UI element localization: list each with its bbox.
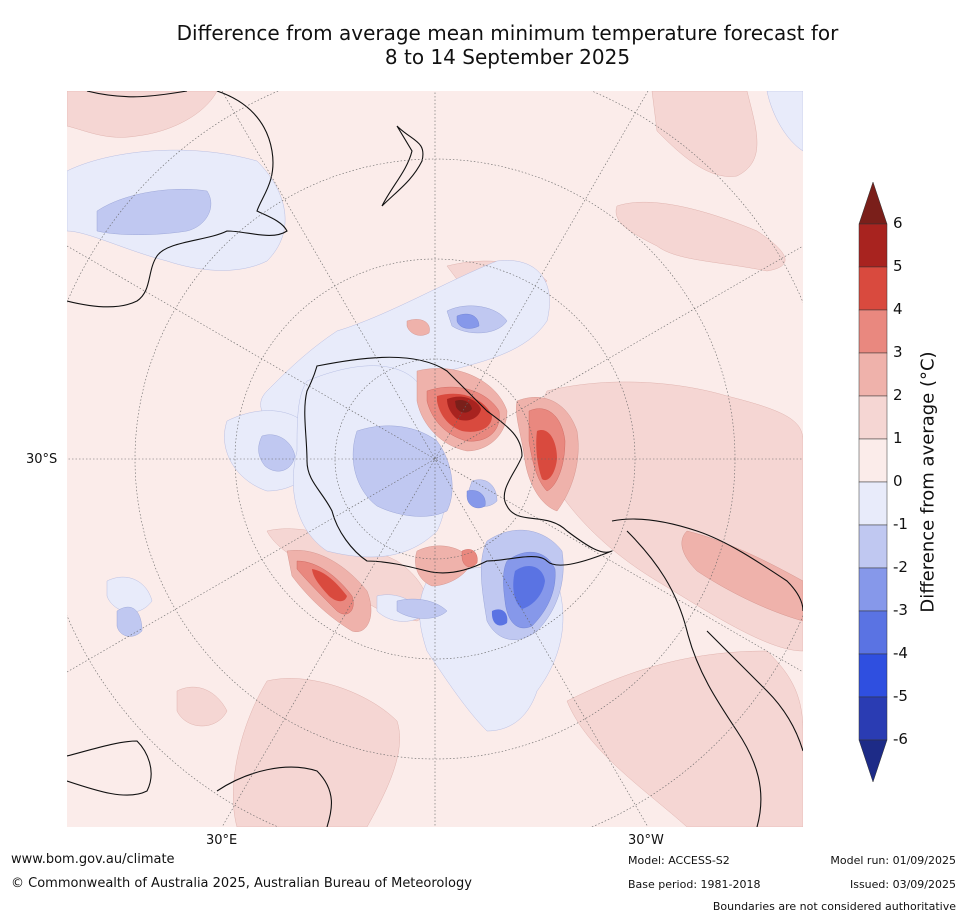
colorbar-segment-2-to-3 xyxy=(858,352,888,397)
colorbar-segment-5-to-6 xyxy=(858,223,888,268)
colorbar-tick-label: -2 xyxy=(893,558,908,576)
lat-label-30s: 30°S xyxy=(26,452,58,467)
lon-label-30e: 30°E xyxy=(206,833,238,848)
colorbar-segment-minus3-to-minus2 xyxy=(858,567,888,612)
footer-model-run: Model run: 01/09/2025 xyxy=(830,854,956,867)
colorbar-tick-label: 4 xyxy=(893,300,903,318)
colorbar xyxy=(858,181,888,783)
colorbar-segment-minus4-to-minus3 xyxy=(858,610,888,655)
colorbar-tick-label: 1 xyxy=(893,429,903,447)
colorbar-segment-minus5-to-minus4 xyxy=(858,653,888,698)
colorbar-segment-3-to-4 xyxy=(858,309,888,354)
colorbar-tick-label: -4 xyxy=(893,644,908,662)
colorbar-tick-label: 3 xyxy=(893,343,903,361)
footer-website: www.bom.gov.au/climate xyxy=(11,852,175,867)
title-line-1: Difference from average mean minimum tem… xyxy=(176,21,839,45)
colorbar-tick-label: 6 xyxy=(893,214,903,232)
footer-issued: Issued: 03/09/2025 xyxy=(849,878,956,891)
graticule xyxy=(67,91,803,827)
coastlines xyxy=(67,91,803,827)
colorbar-segment-minus2-to-minus1 xyxy=(858,524,888,569)
colorbar-segment-minus6-to-minus5 xyxy=(858,696,888,741)
colorbar-title: Difference from average (°C) xyxy=(917,351,939,613)
temperature-anomaly-map xyxy=(67,91,803,827)
colorbar-tick-label: 5 xyxy=(893,257,903,275)
colorbar-extend-bottom xyxy=(858,739,888,783)
footer-disclaimer: Boundaries are not considered authoritat… xyxy=(712,900,956,913)
colorbar-tick-label: -6 xyxy=(893,730,908,748)
map-title: Difference from average mean minimum tem… xyxy=(60,21,955,69)
lon-label-30w: 30°W xyxy=(628,833,664,848)
anomaly-minus4-to-minus3 xyxy=(491,566,545,626)
colorbar-tick-label: -3 xyxy=(893,601,908,619)
colorbar-extend-top xyxy=(858,181,888,225)
colorbar-tick-label: -1 xyxy=(893,515,908,533)
colorbar-segment-1-to-2 xyxy=(858,395,888,440)
colorbar-tick-label: 0 xyxy=(893,472,903,490)
colorbar-segment-minus1-to-0 xyxy=(858,481,888,526)
footer-base-period: Base period: 1981-2018 xyxy=(628,878,761,891)
colorbar-segment-0-to-1 xyxy=(858,438,888,483)
anomaly-above-6 xyxy=(455,399,472,413)
colorbar-tick-label: -5 xyxy=(893,687,908,705)
footer-model: Model: ACCESS-S2 xyxy=(628,854,730,867)
colorbar-segment-4-to-5 xyxy=(858,266,888,311)
footer-copyright: © Commonwealth of Australia 2025, Austra… xyxy=(11,876,472,891)
title-line-2: 8 to 14 September 2025 xyxy=(384,45,631,69)
colorbar-tick-label: 2 xyxy=(893,386,903,404)
